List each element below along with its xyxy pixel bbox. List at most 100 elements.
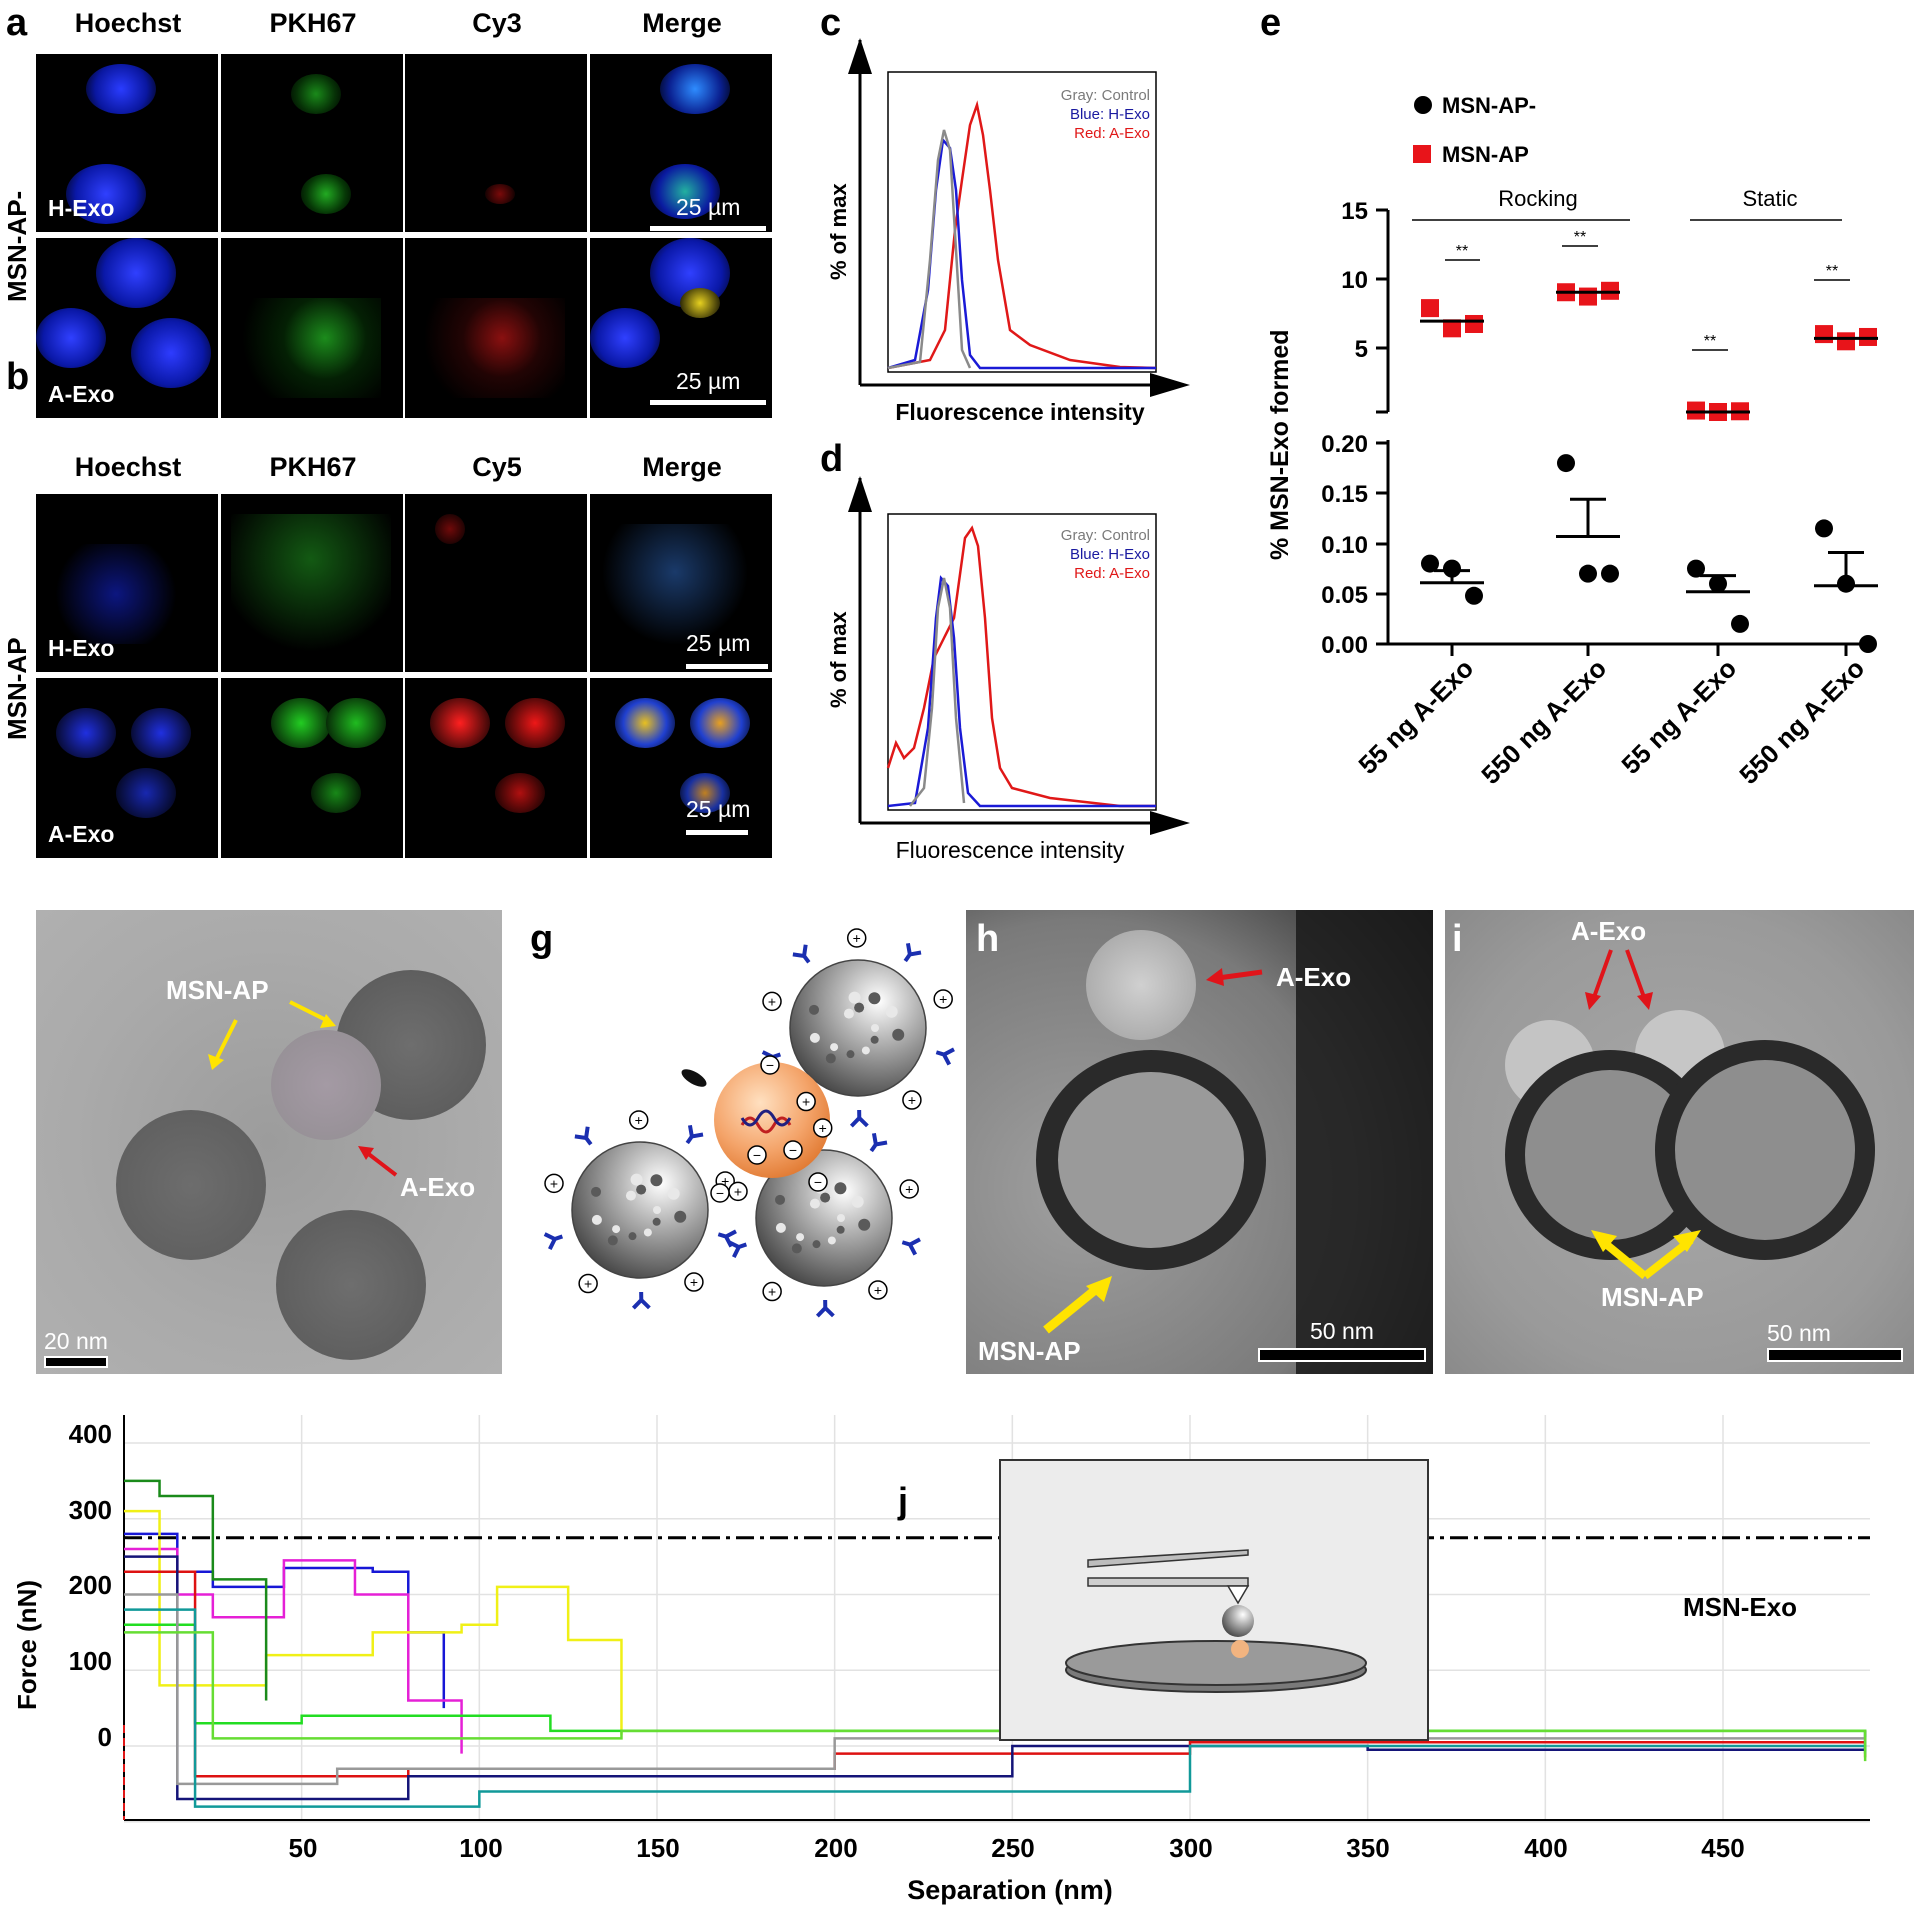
series-label-j: MSN-Exo xyxy=(1683,1592,1797,1622)
micrograph-a-hexo-pkh67 xyxy=(221,54,403,232)
xlabel-d: Fluorescence intensity xyxy=(896,837,1125,863)
col-header-merge: Merge xyxy=(642,8,722,38)
plus-charge: + xyxy=(802,1094,810,1110)
panel-label-g: g xyxy=(530,918,554,960)
e-point-msn-ap xyxy=(1815,325,1833,344)
panel-label-i: i xyxy=(1452,918,1463,960)
panel-e-scatter: MSN-AP- MSN-AP Rocking Static 15 10 5 0.… xyxy=(1266,93,1878,790)
pore xyxy=(854,1002,865,1013)
pore xyxy=(837,1214,845,1222)
curve-teal xyxy=(124,1608,1867,1808)
pore xyxy=(674,1210,687,1223)
pore xyxy=(827,1236,836,1245)
sig-e-2: ** xyxy=(1704,333,1716,350)
xtick-100: 100 xyxy=(459,1833,502,1863)
minus-charge: − xyxy=(789,1142,797,1158)
pore xyxy=(834,1182,847,1195)
plus-charge-ring xyxy=(796,1091,816,1112)
label-i-msn-ap: MSN-AP xyxy=(1601,1282,1704,1312)
pore xyxy=(812,1240,821,1249)
pore xyxy=(643,1228,652,1237)
scale-bar-a1 xyxy=(650,226,766,231)
pore xyxy=(870,1035,879,1044)
plus-charge: + xyxy=(819,1120,827,1136)
legend-c-1: Blue: H-Exo xyxy=(1070,106,1150,123)
plus-charge: + xyxy=(550,1175,558,1191)
row-tag-h-exo-b: H-Exo xyxy=(48,635,115,661)
plus-charge: + xyxy=(874,1282,882,1298)
minus-charge: − xyxy=(716,1185,724,1201)
label-f-msn-ap: MSN-AP xyxy=(166,975,269,1005)
micrograph-b-aexo-pkh67 xyxy=(221,678,403,858)
plus-charge-ring xyxy=(812,1118,833,1138)
antibody xyxy=(727,1240,748,1259)
row-tag-a-exo: A-Exo xyxy=(48,381,115,407)
plus-charge: + xyxy=(584,1276,592,1292)
xtick-300: 300 xyxy=(1169,1833,1212,1863)
pore xyxy=(809,1032,820,1043)
tick-e-u-5: 5 xyxy=(1355,336,1368,363)
scale-label-h: 50 nm xyxy=(1310,1318,1374,1344)
curve-green xyxy=(124,1623,1867,1739)
panel-f-tem: MSN-AP A-Exo 20 nm xyxy=(36,910,502,1374)
pore xyxy=(607,1235,618,1246)
plus-charge-ring xyxy=(933,989,953,1009)
scale-bar-b2 xyxy=(686,830,748,835)
legend-c-2: Red: A-Exo xyxy=(1074,125,1150,142)
cantilever xyxy=(1087,1577,1249,1587)
row-label-msn-ap-minus: MSN-AP- xyxy=(2,190,32,302)
legend-e-1: MSN-AP xyxy=(1442,142,1529,167)
pore xyxy=(796,1233,805,1242)
scale-label-a1: 25 µm xyxy=(676,194,741,220)
panel-d-histogram: Gray: Control Blue: H-Exo Red: A-Exo % o… xyxy=(826,476,1190,863)
pore xyxy=(636,1184,647,1195)
pore xyxy=(885,1005,898,1018)
inset-msn-sphere xyxy=(1222,1605,1254,1637)
ytick-200: 200 xyxy=(69,1570,112,1600)
scale-bar-h xyxy=(1258,1348,1426,1362)
label-h-a-exo: A-Exo xyxy=(1276,962,1352,992)
e-point-msn-ap xyxy=(1837,332,1855,351)
panel-label-b: b xyxy=(6,356,30,398)
cat-e-3: 550 ng A-Exo xyxy=(1733,653,1870,790)
curve-yellow xyxy=(124,1509,623,1735)
cantilever-tilted xyxy=(1087,1549,1249,1568)
tick-e-u-10: 10 xyxy=(1341,267,1368,294)
sig-e-1: ** xyxy=(1574,229,1586,246)
upper-ticks: 15 10 5 xyxy=(1341,198,1388,414)
afm-tip xyxy=(1226,1585,1250,1605)
panel-label-c: c xyxy=(820,2,842,44)
sig-e-0: ** xyxy=(1456,243,1468,260)
antibody xyxy=(574,1126,593,1146)
micrograph-a-aexo-hoechst: A-Exo xyxy=(36,238,218,418)
plus-charge: + xyxy=(768,993,776,1009)
plus-charge: + xyxy=(635,1112,643,1128)
pore xyxy=(861,1046,870,1055)
pore xyxy=(892,1028,905,1041)
antibody xyxy=(903,942,922,963)
antibody xyxy=(792,944,811,964)
minus-charge: − xyxy=(753,1147,761,1163)
pore xyxy=(650,1174,663,1187)
panel-label-h: h xyxy=(976,918,1000,960)
e-point-msn-ap-minus xyxy=(1731,614,1749,633)
curve-gray xyxy=(124,1593,1867,1786)
micrograph-b-hexo-hoechst: H-Exo xyxy=(36,494,218,672)
pore xyxy=(775,1222,786,1233)
pore xyxy=(775,1194,786,1205)
xlabel-c: Fluorescence intensity xyxy=(895,399,1144,425)
tick-e-l-020: 0.20 xyxy=(1321,431,1368,458)
micrograph-b-hexo-pkh67 xyxy=(221,494,403,672)
micrograph-a-aexo-cy3 xyxy=(405,238,587,418)
col-header-pkh67: PKH67 xyxy=(269,8,357,38)
col-header-cy3: Cy3 xyxy=(472,8,522,38)
minus-charge-ring xyxy=(710,1183,730,1203)
ylabel-e: % MSN-Exo formed xyxy=(1266,329,1294,560)
curve-d-red xyxy=(886,525,1156,808)
micrograph-b-aexo-merge: 25 µm xyxy=(590,678,772,858)
plus-charge-ring xyxy=(628,1110,649,1130)
e-point-msn-ap xyxy=(1579,287,1597,306)
pore xyxy=(871,1024,879,1032)
scale-bar-f xyxy=(44,1356,108,1368)
pore xyxy=(825,1053,836,1064)
